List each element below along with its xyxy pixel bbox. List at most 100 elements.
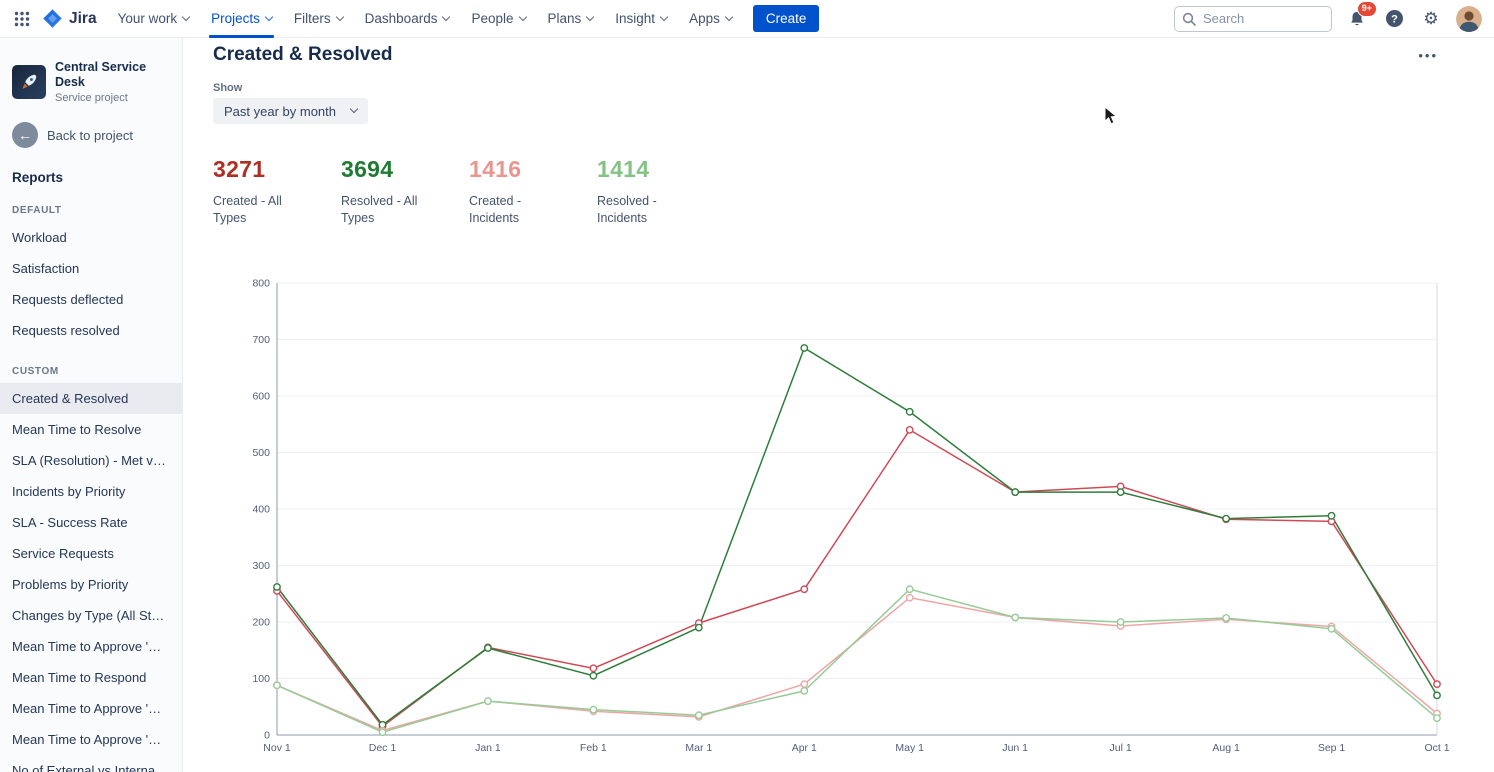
svg-text:300: 300 xyxy=(252,560,270,572)
back-to-project-button[interactable]: ← Back to project xyxy=(0,104,182,148)
chevron-down-icon xyxy=(659,12,669,21)
summary-stats: 3271 Created - All Types 3694 Resolved -… xyxy=(213,156,725,227)
brand-name: Jira xyxy=(69,9,97,27)
sidebar-item-created-resolved[interactable]: Created & Resolved xyxy=(0,383,182,414)
stat-label: Created - Incidents xyxy=(469,194,522,225)
stat-resolved-all-types: 3694 Resolved - All Types xyxy=(341,156,469,227)
more-actions-button[interactable]: ••• xyxy=(1418,48,1438,63)
show-label: Show xyxy=(213,82,243,94)
stat-created-all-types: 3271 Created - All Types xyxy=(213,156,341,227)
sidebar-item-satisfaction[interactable]: Satisfaction xyxy=(12,261,80,276)
nav-item-your-work[interactable]: Your work xyxy=(107,0,201,38)
sidebar-item-service-requests[interactable]: Service Requests xyxy=(12,546,114,561)
svg-text:Jun 1: Jun 1 xyxy=(1002,742,1028,754)
sidebar-item-changes-by-type[interactable]: Changes by Type (All Statuses) xyxy=(12,608,182,623)
sidebar-item-external-vs-internal[interactable]: No of External vs Internal Ser... xyxy=(12,763,182,772)
svg-text:Mar 1: Mar 1 xyxy=(685,742,712,754)
nav-item-people[interactable]: People xyxy=(460,0,536,38)
sidebar-item-requests-resolved[interactable]: Requests resolved xyxy=(12,323,120,338)
primary-nav-menu: Your work Projects Filters Dashboards Pe… xyxy=(107,0,743,38)
nav-item-label: People xyxy=(471,11,514,26)
sidebar-item-workload[interactable]: Workload xyxy=(12,230,67,245)
svg-text:500: 500 xyxy=(252,447,270,459)
nav-right-cluster: 9+ ? ⚙ xyxy=(1174,0,1484,32)
notifications-count-badge: 9+ xyxy=(1356,0,1377,17)
nav-item-apps[interactable]: Apps xyxy=(678,0,743,38)
stat-created-incidents: 1416 Created - Incidents xyxy=(469,156,597,227)
svg-text:400: 400 xyxy=(252,504,270,516)
stat-label: Resolved - Incidents xyxy=(597,194,657,225)
chevron-down-icon xyxy=(518,12,527,21)
avatar-photo xyxy=(1456,5,1482,32)
nav-item-dashboards[interactable]: Dashboards xyxy=(354,0,461,38)
nav-item-label: Projects xyxy=(211,11,260,26)
created-resolved-line-chart: 0 100 200 300 400 500 600 700 800 Nov 1 Dec 1 Jan 1… xyxy=(252,278,1449,755)
sidebar-item-sla-success-rate[interactable]: SLA - Success Rate xyxy=(12,515,128,530)
period-dropdown[interactable]: Past year by month xyxy=(213,98,368,124)
sidebar-item-sla-resolution-met-vs-breached[interactable]: SLA (Resolution) - Met vs Bre... xyxy=(12,453,182,468)
chevron-down-icon xyxy=(181,12,191,21)
stat-value: 1416 xyxy=(469,156,522,182)
chevron-down-icon xyxy=(349,104,359,114)
back-label: Back to project xyxy=(47,127,133,143)
project-name: Central Service Desk xyxy=(55,60,147,89)
sidebar-section-title: Reports xyxy=(12,170,64,185)
group-label-default: DEFAULT xyxy=(12,205,62,216)
search-input[interactable] xyxy=(1174,5,1332,32)
svg-text:Jan 1: Jan 1 xyxy=(475,742,501,754)
user-avatar[interactable] xyxy=(1456,5,1482,32)
nav-item-label: Dashboards xyxy=(364,11,438,26)
svg-text:Sep 1: Sep 1 xyxy=(1318,742,1346,754)
svg-text:100: 100 xyxy=(252,673,270,685)
svg-text:?: ? xyxy=(1391,13,1398,25)
nav-item-label: Apps xyxy=(689,11,720,26)
period-dropdown-value: Past year by month xyxy=(224,103,336,119)
global-search xyxy=(1174,5,1332,32)
jira-home-link[interactable]: Jira xyxy=(36,8,107,29)
svg-text:May 1: May 1 xyxy=(895,742,924,754)
chevron-down-icon xyxy=(442,12,451,21)
nav-item-insight[interactable]: Insight xyxy=(604,0,678,38)
sidebar-item-mean-time-to-resolve[interactable]: Mean Time to Resolve xyxy=(12,422,142,437)
svg-text:700: 700 xyxy=(252,334,270,346)
report-content: Created & Resolved ••• Show Past year by… xyxy=(184,38,1494,772)
help-icon: ? xyxy=(1385,10,1403,27)
stat-value: 3694 xyxy=(341,156,394,182)
chevron-down-icon xyxy=(586,12,595,21)
app-grid-icon xyxy=(14,11,30,26)
sidebar-item-problems-by-priority[interactable]: Problems by Priority xyxy=(12,577,129,592)
sidebar-item-mean-time-to-approve-normal-2[interactable]: Mean Time to Approve 'Norm... xyxy=(12,701,182,716)
sidebar-item-incidents-by-priority[interactable]: Incidents by Priority xyxy=(12,484,126,499)
chevron-down-icon xyxy=(264,12,274,21)
stat-value: 3271 xyxy=(213,156,266,182)
gear-icon: ⚙ xyxy=(1423,9,1439,28)
nav-item-label: Filters xyxy=(293,11,331,26)
nav-item-plans[interactable]: Plans xyxy=(537,0,605,38)
sidebar-item-mean-time-to-approve-normal-3[interactable]: Mean Time to Approve 'Norm... xyxy=(12,732,182,747)
nav-item-projects[interactable]: Projects xyxy=(200,0,283,38)
sidebar-item-mean-time-to-respond[interactable]: Mean Time to Respond xyxy=(12,670,147,685)
settings-button[interactable]: ⚙ xyxy=(1419,7,1443,31)
svg-text:Feb 1: Feb 1 xyxy=(580,742,607,754)
nav-item-label: Your work xyxy=(117,11,178,26)
sidebar-item-mean-time-to-approve-normal-1[interactable]: Mean Time to Approve 'Norm... xyxy=(12,639,182,654)
nav-item-filters[interactable]: Filters xyxy=(283,0,354,38)
create-button[interactable]: Create xyxy=(752,5,820,32)
notifications-button[interactable]: 9+ xyxy=(1345,0,1377,31)
sidebar-item-requests-deflected[interactable]: Requests deflected xyxy=(12,292,124,307)
page-title: Created & Resolved xyxy=(213,44,393,65)
stat-value: 1414 xyxy=(597,156,650,182)
svg-text:Dec 1: Dec 1 xyxy=(369,742,397,754)
svg-text:Aug 1: Aug 1 xyxy=(1212,742,1240,754)
svg-text:800: 800 xyxy=(252,278,270,290)
app-switcher-button[interactable] xyxy=(8,5,36,33)
nav-item-label: Plans xyxy=(547,11,582,26)
project-header: Central Service Desk Service project xyxy=(0,38,182,104)
group-label-custom: CUSTOM xyxy=(12,366,59,377)
stat-label: Created - All Types xyxy=(213,194,282,225)
svg-text:0: 0 xyxy=(264,730,270,742)
stat-label: Resolved - All Types xyxy=(341,194,418,225)
svg-text:Nov 1: Nov 1 xyxy=(263,742,291,754)
help-button[interactable]: ? xyxy=(1382,7,1406,31)
